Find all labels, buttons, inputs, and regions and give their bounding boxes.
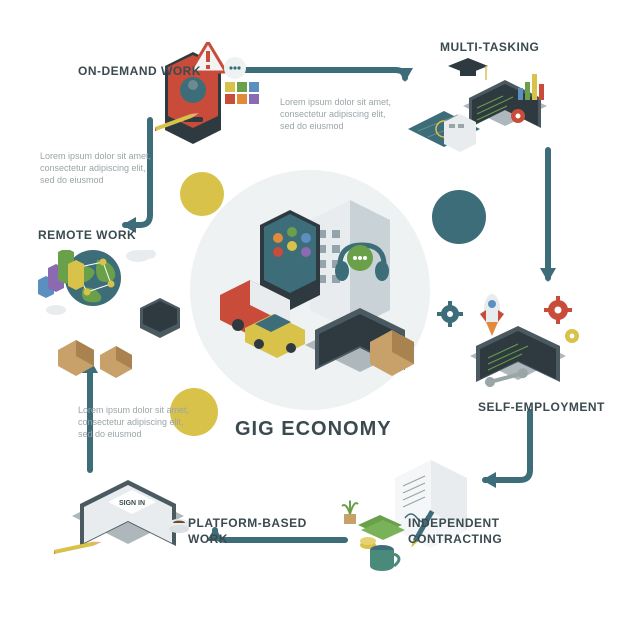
remote-work-illustration [38,250,188,390]
node-title-independent: INDEPENDENT CONTRACTING [408,516,538,547]
center-illustration [210,190,420,400]
on-demand-illustration [155,42,275,152]
main-title: GIG ECONOMY [235,418,392,441]
lorem-block: Lorem ipsum dolor sit amet, consectetur … [280,96,395,132]
node-title-on-demand: ON-DEMAND WORK [78,64,201,78]
node-title-multi: MULTI-TASKING [440,40,539,54]
node-title-platform: PLATFORM-BASED WORK [188,516,318,547]
lorem-block: Lorem ipsum dolor sit amet, consectetur … [40,150,155,186]
self-employment-illustration [430,292,590,412]
node-title-self: SELF-EMPLOYMENT [478,400,605,414]
multitasking-illustration [408,56,558,176]
lorem-block: Lorem ipsum dolor sit amet, consectetur … [78,404,193,440]
node-title-remote: REMOTE WORK [38,228,136,242]
platform-based-illustration: SIGN IN [54,460,204,580]
svg-text:SIGN IN: SIGN IN [119,500,145,507]
accent-bubble [432,190,486,244]
